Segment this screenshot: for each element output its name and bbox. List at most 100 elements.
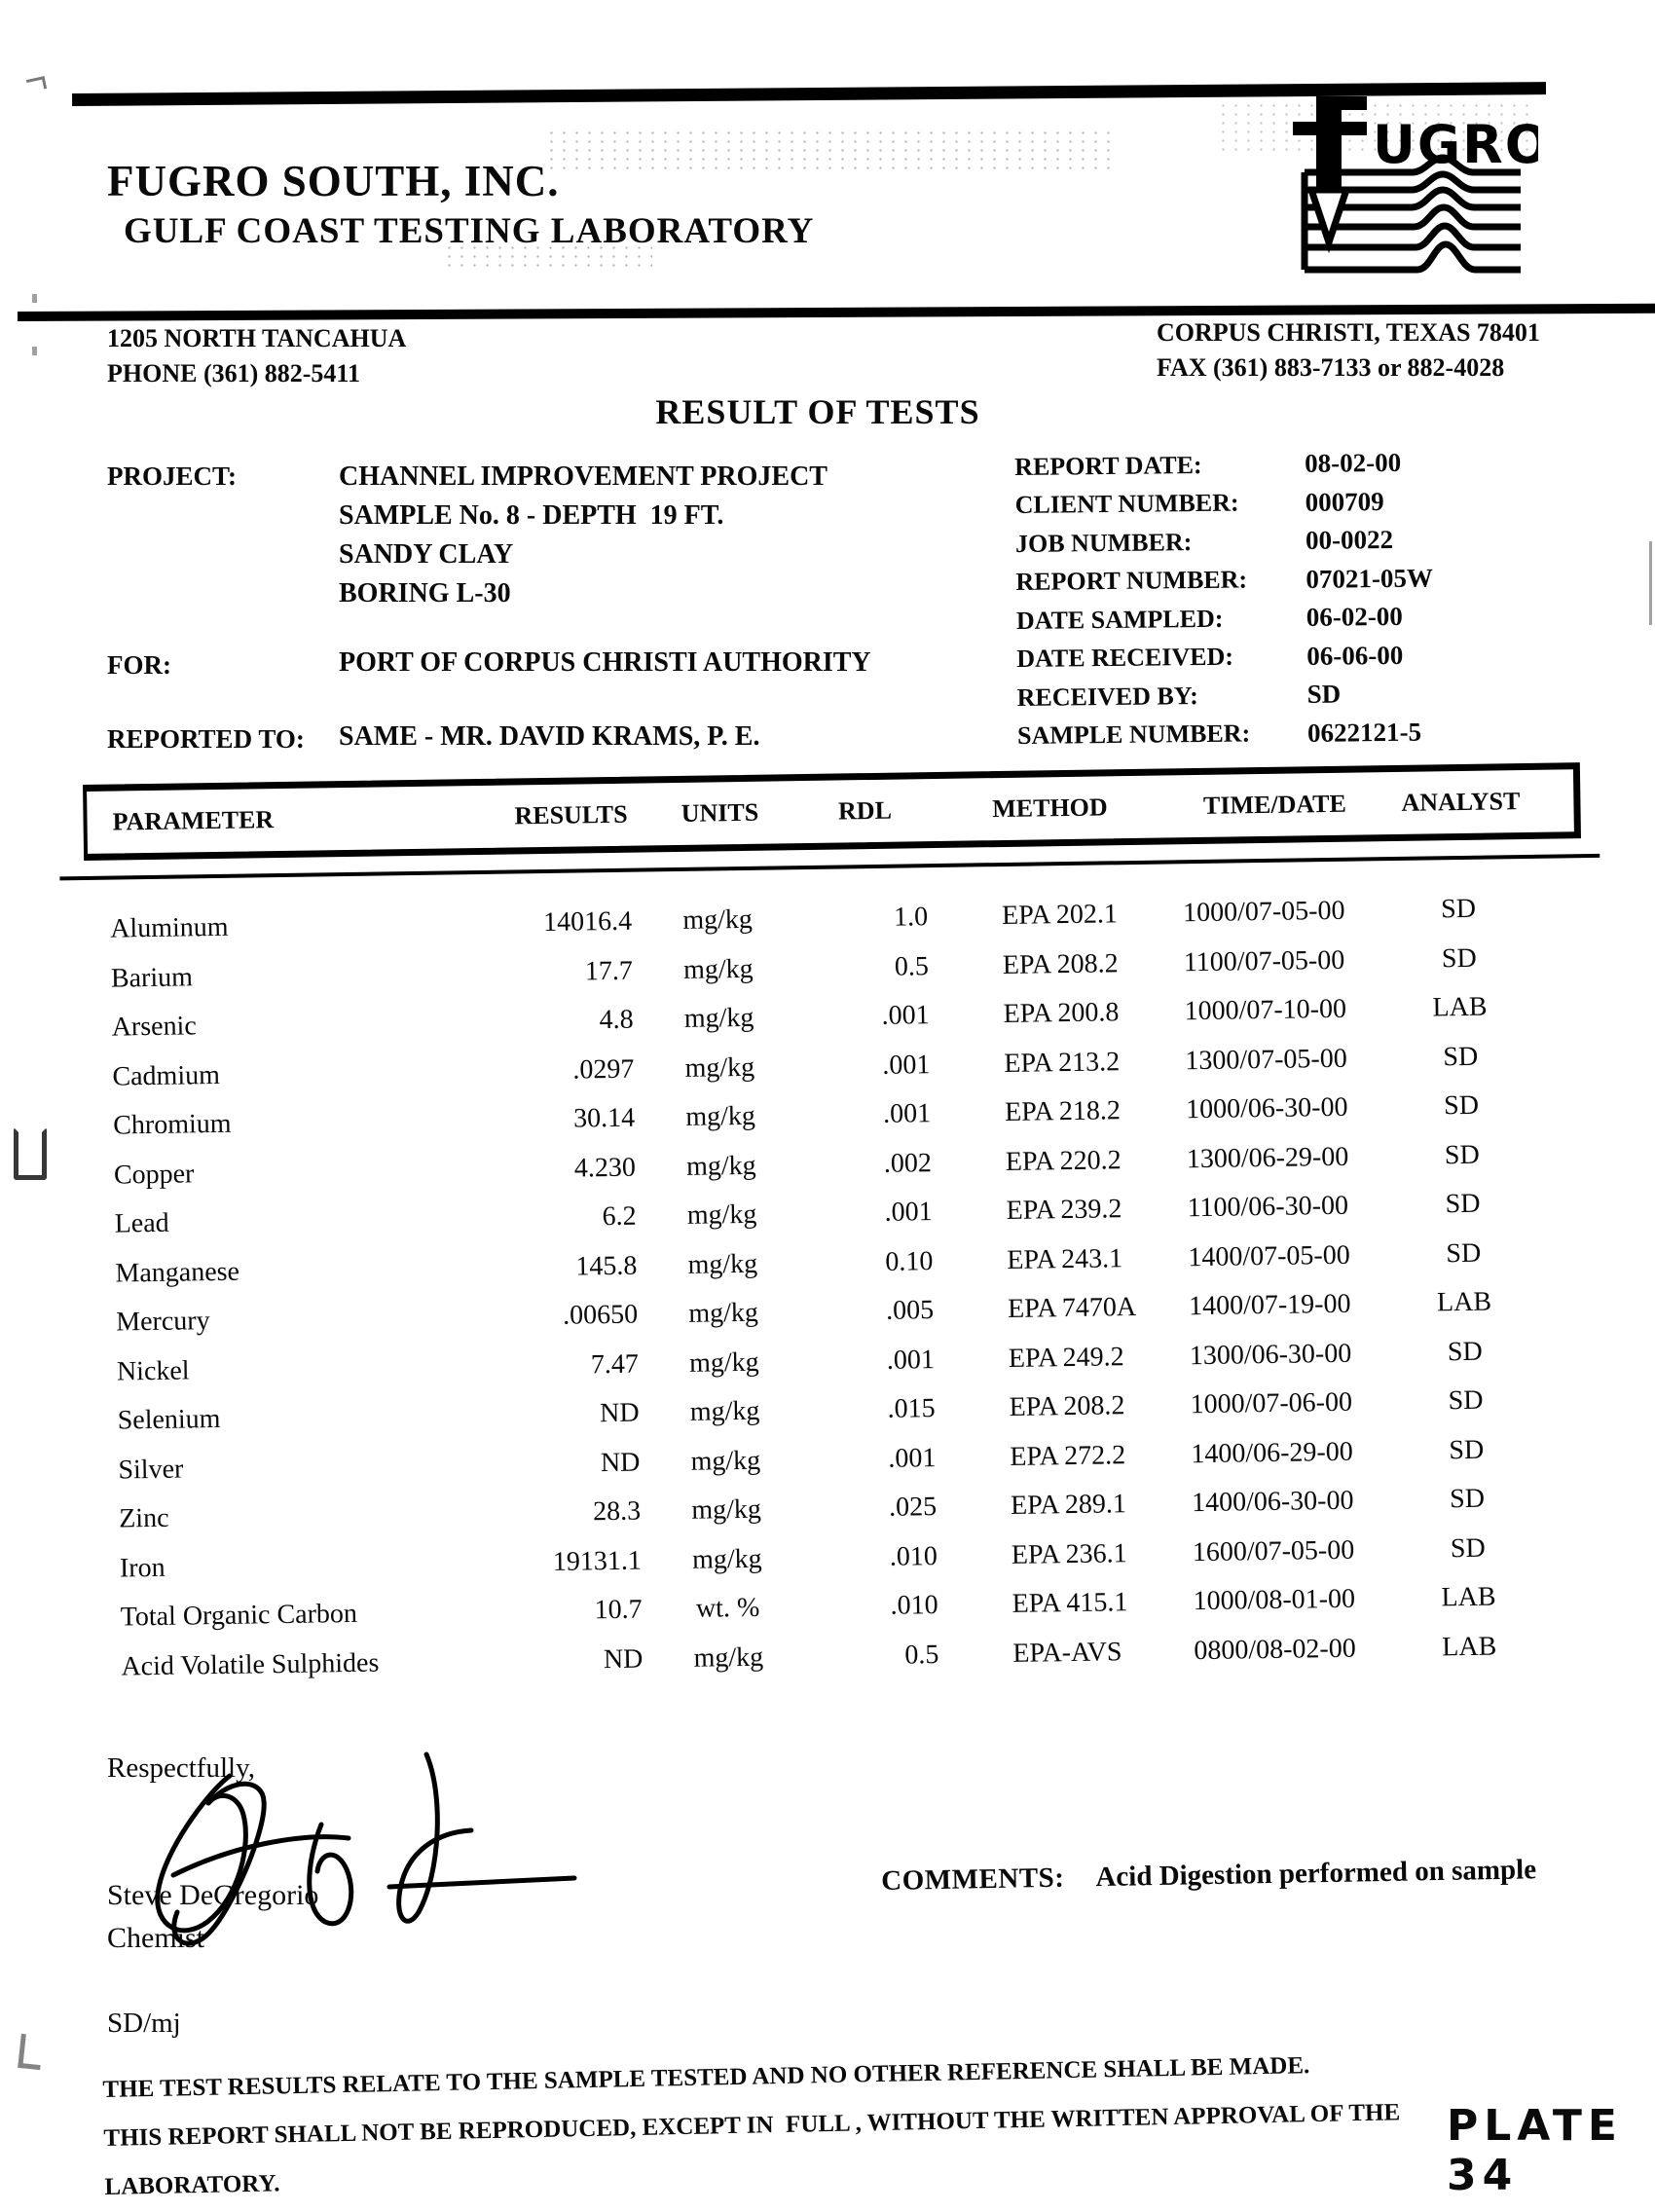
result-cell: .0297: [572, 1053, 635, 1086]
scan-artifact: [545, 129, 1120, 169]
units-cell: mg/kg: [686, 1199, 757, 1232]
project-description: CHANNEL IMPROVEMENT PROJECT SAMPLE No. 8…: [339, 458, 828, 613]
rdl-cell: .005: [885, 1295, 935, 1327]
report-meta-block: REPORT DATE: 08-02-00 CLIENT NUMBER: 00070…: [1014, 442, 1563, 756]
rdl-cell: .001: [881, 1000, 930, 1032]
method-cell: EPA 208.2: [1009, 1390, 1125, 1423]
phone-number: PHONE (361) 882-5411: [107, 359, 360, 387]
result-cell: 4.8: [599, 1004, 634, 1036]
method-cell: EPA 7470A: [1007, 1292, 1137, 1325]
parameter-cell: Mercury: [115, 1306, 210, 1338]
scan-artifact: [18, 2033, 44, 2071]
units-cell: mg/kg: [691, 1543, 762, 1575]
meta-label: SAMPLE NUMBER:: [1016, 719, 1251, 751]
analyst-cell: SD: [1441, 942, 1477, 975]
column-header-timedate: TIME/DATE: [1202, 789, 1347, 820]
result-cell: 30.14: [572, 1102, 636, 1134]
method-cell: EPA 200.8: [1003, 997, 1120, 1030]
column-header-units: UNITS: [680, 797, 759, 828]
parameter-cell: Total Organic Carbon: [120, 1599, 358, 1633]
analyst-cell: SD: [1447, 1336, 1483, 1368]
scan-artifact: [32, 294, 37, 303]
method-cell: EPA 272.2: [1010, 1439, 1126, 1472]
parameter-cell: Chromium: [112, 1109, 232, 1141]
column-header-results: RESULTS: [514, 799, 628, 830]
project-line: BORING L-30: [339, 578, 511, 608]
analyst-cell: LAB: [1436, 1286, 1492, 1318]
results-rows: Aluminum 14016.4 mg/kg 1.0 EPA 202.1 100…: [85, 883, 1600, 1692]
meta-row: REPORT NUMBER: 07021-05W: [1015, 558, 1561, 602]
units-cell: mg/kg: [682, 904, 754, 937]
column-header-method: METHOD: [992, 793, 1108, 824]
result-cell: 10.7: [594, 1594, 643, 1626]
result-cell: 14016.4: [542, 905, 633, 939]
result-cell: .00650: [562, 1299, 639, 1331]
meta-value: 08-02-00: [1305, 448, 1402, 479]
meta-value: 0622121-5: [1306, 717, 1422, 748]
city-fax-block: CORPUS CHRISTI, TEXAS 78401 FAX (361) 88…: [1157, 315, 1540, 386]
meta-row: CLIENT NUMBER: 000709: [1014, 481, 1560, 525]
timedate-cell: 1300/07-05-00: [1185, 1043, 1347, 1076]
column-header-analyst: ANALYST: [1401, 787, 1521, 817]
analyst-cell: LAB: [1432, 991, 1488, 1023]
timedate-cell: 0800/08-02-00: [1194, 1633, 1356, 1666]
rdl-cell: 1.0: [893, 902, 929, 933]
units-cell: mg/kg: [689, 1396, 760, 1428]
method-cell: EPA 202.1: [1001, 899, 1119, 932]
scan-artifact: [443, 243, 652, 269]
meta-label: DATE RECEIVED:: [1016, 642, 1234, 674]
meta-row: JOB NUMBER: 00-0022: [1015, 519, 1561, 563]
units-cell: mg/kg: [685, 1150, 756, 1182]
timedate-cell: 1400/07-19-00: [1188, 1288, 1351, 1322]
table-header-underline: [59, 853, 1600, 881]
rdl-cell: .015: [887, 1393, 936, 1425]
scanned-lab-report-page: { "header": { "company": "FUGRO SOUTH, I…: [14, 76, 1655, 2200]
result-cell: 6.2: [602, 1200, 637, 1233]
method-cell: EPA 289.1: [1010, 1489, 1127, 1522]
comments-label: COMMENTS:: [881, 1862, 1065, 1897]
rdl-cell: .001: [886, 1344, 936, 1376]
scan-artifact: [25, 76, 48, 92]
column-header-rdl: RDL: [837, 795, 893, 826]
result-cell: ND: [603, 1643, 644, 1675]
result-cell: 17.7: [584, 955, 634, 987]
meta-row: RECEIVED BY: SD: [1016, 673, 1562, 717]
result-cell: ND: [599, 1397, 640, 1429]
scan-artifact: [1217, 101, 1528, 152]
rdl-cell: .001: [888, 1442, 937, 1474]
meta-label: REPORT NUMBER:: [1015, 565, 1248, 597]
comments-section: COMMENTS: Acid Digestion performed on sa…: [881, 1854, 1536, 1898]
meta-value: 00-0022: [1305, 525, 1394, 556]
project-line: SAMPLE No. 8 - DEPTH 19 FT.: [339, 500, 724, 531]
plate-number: PLATE 34: [1447, 2101, 1623, 2200]
analyst-cell: LAB: [1442, 1631, 1497, 1663]
city-state-zip: CORPUS CHRISTI, TEXAS 78401: [1157, 318, 1540, 347]
timedate-cell: 1100/07-05-00: [1183, 944, 1345, 977]
meta-label: JOB NUMBER:: [1014, 527, 1193, 558]
street-address: 1205 NORTH TANCAHUA: [107, 324, 407, 352]
method-cell: EPA 236.1: [1011, 1537, 1127, 1570]
parameter-cell: Aluminum: [109, 912, 229, 944]
rdl-cell: .025: [888, 1492, 938, 1524]
timedate-cell: 1600/07-05-00: [1192, 1534, 1355, 1567]
reported-to-label: REPORTED TO:: [107, 724, 305, 754]
timedate-cell: 1000/07-06-00: [1190, 1386, 1353, 1420]
meta-label: CLIENT NUMBER:: [1014, 488, 1239, 520]
method-cell: EPA 208.2: [1002, 947, 1119, 980]
typist-initials: SD/mj: [107, 2008, 181, 2039]
rdl-cell: .010: [889, 1540, 938, 1572]
units-cell: wt. %: [695, 1593, 760, 1624]
timedate-cell: 1300/06-29-00: [1186, 1141, 1349, 1174]
rdl-cell: .001: [882, 1098, 932, 1130]
analyst-cell: SD: [1446, 1237, 1482, 1270]
rdl-cell: .001: [884, 1197, 933, 1229]
rdl-cell: 0.5: [904, 1639, 939, 1671]
signature-image: [155, 1751, 577, 1946]
reported-to-value: SAME - MR. DAVID KRAMS, P. E.: [339, 721, 760, 752]
timedate-cell: 1000/07-05-00: [1182, 896, 1345, 929]
units-cell: mg/kg: [687, 1248, 758, 1280]
parameter-cell: Manganese: [115, 1256, 240, 1289]
method-cell: EPA 249.2: [1008, 1341, 1124, 1374]
method-cell: EPA 213.2: [1004, 1046, 1121, 1079]
units-cell: mg/kg: [684, 1051, 755, 1084]
